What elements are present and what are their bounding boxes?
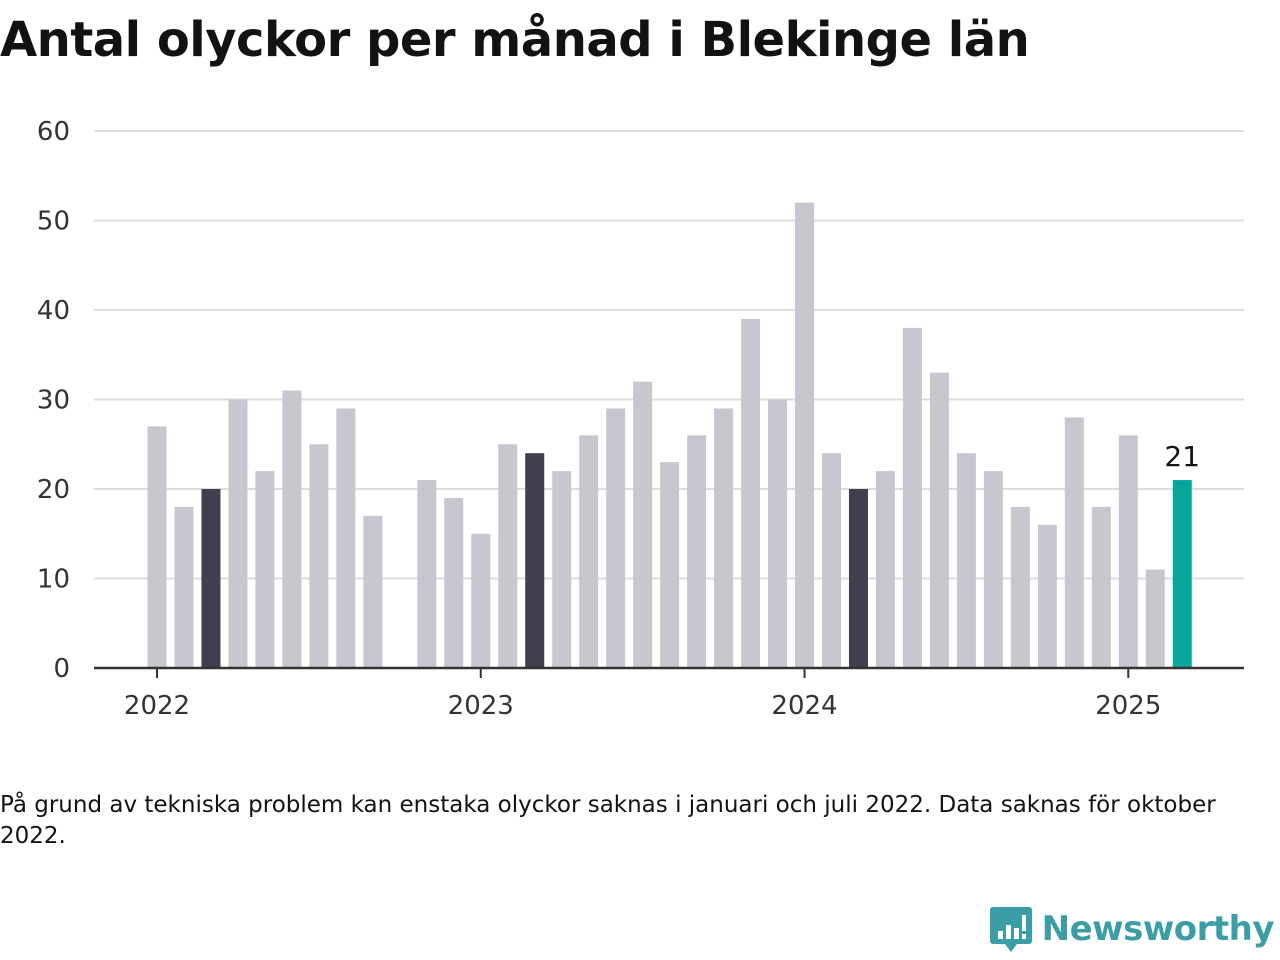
chart-title: Antal olyckor per månad i Blekinge län (0, 12, 1030, 68)
bar-2022-05 (255, 471, 275, 668)
bar-2022-02 (174, 506, 194, 668)
bar-2022-01 (147, 426, 167, 668)
bar-2022-09 (363, 515, 383, 668)
y-tick-label: 20 (37, 475, 70, 505)
bar-2024-06 (929, 372, 949, 668)
x-tick-label: 2024 (771, 691, 837, 721)
bar-2024-11 (1064, 417, 1084, 668)
bar-2023-11 (741, 318, 761, 668)
bar-2025-02 (1145, 569, 1165, 668)
bar-2023-05 (579, 435, 599, 668)
bar-2022-11 (417, 480, 437, 668)
bar-2023-04 (552, 471, 572, 668)
bar-2023-08 (660, 462, 680, 668)
bar-2022-12 (444, 497, 464, 668)
bar-2022-03 (201, 489, 221, 668)
bar-2024-04 (875, 471, 895, 668)
bar-2023-03 (525, 453, 545, 668)
y-tick-label: 40 (37, 296, 70, 326)
bar-2024-07 (956, 453, 976, 668)
bar-2024-09 (1010, 506, 1030, 668)
y-tick-label: 30 (37, 386, 70, 416)
bar-2023-06 (606, 408, 626, 668)
bar-2022-08 (336, 408, 356, 668)
bar-2024-05 (902, 327, 922, 668)
bar-2024-08 (983, 471, 1003, 668)
bar-2022-06 (282, 390, 302, 668)
bar-2024-01 (795, 202, 815, 668)
bar-2023-07 (633, 381, 653, 668)
bar-2023-10 (714, 408, 734, 668)
bar-2023-01 (471, 533, 491, 668)
bar-chart-speech-bubble-icon (989, 907, 1032, 952)
bars (147, 202, 1192, 668)
bar-2025-01 (1118, 435, 1138, 668)
bar-2024-10 (1037, 524, 1057, 668)
newsworthy-logo: Newsworthy (989, 904, 1275, 954)
y-tick-label: 10 (37, 565, 70, 595)
x-tick-label: 2023 (448, 691, 514, 721)
x-tick-label: 2025 (1095, 691, 1161, 721)
bar-2023-09 (687, 435, 707, 668)
bar-2024-02 (822, 453, 841, 668)
bar-2024-03 (848, 489, 868, 668)
y-tick-label: 60 (37, 117, 70, 147)
y-tick-label: 0 (53, 654, 70, 684)
bar-2025-03 (1172, 480, 1192, 668)
axes (94, 666, 1244, 678)
brand-name: Newsworthy (1041, 909, 1275, 949)
value-label: 21 (1164, 440, 1200, 473)
bar-chart: 0 10 20 30 40 50 60 2022 2023 2024 2025 21 (37, 117, 1244, 721)
bar-2023-12 (768, 399, 788, 668)
bar-2022-04 (228, 399, 248, 668)
bar-2022-07 (309, 444, 329, 668)
chart-note: På grund av tekniska problem kan enstaka… (0, 792, 1216, 849)
bar-2023-02 (498, 444, 518, 668)
bar-2024-12 (1091, 506, 1111, 668)
y-tick-label: 50 (37, 207, 70, 237)
labels: 0 10 20 30 40 50 60 2022 2023 2024 2025 21 (37, 117, 1200, 721)
x-tick-label: 2022 (124, 691, 190, 721)
